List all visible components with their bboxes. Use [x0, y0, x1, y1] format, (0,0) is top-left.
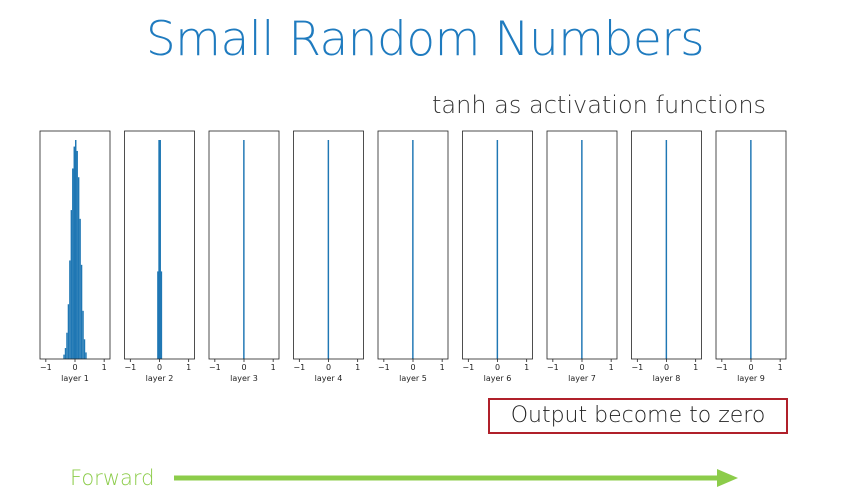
histogram-bar: [69, 260, 71, 359]
histogram-bar: [85, 352, 87, 359]
histogram-bar: [66, 332, 68, 359]
x-tick-label: −1: [631, 363, 643, 372]
x-axis-label: layer 7: [568, 374, 596, 383]
slide-title: Small Random Numbers: [145, 12, 705, 67]
histogram-2: −1 0 1 layer 2: [124, 130, 195, 383]
forward-label: Forward: [70, 466, 155, 490]
output-zero-callout: Output become to zero: [488, 398, 788, 434]
x-tick-label: 1: [440, 363, 445, 372]
x-tick-label: 1: [186, 363, 191, 372]
x-tick-label: 0: [579, 363, 584, 372]
x-tick-label: −1: [40, 363, 52, 372]
histogram-bar: [665, 140, 668, 359]
x-tick-label: 1: [609, 363, 614, 372]
x-tick-label: 0: [72, 363, 77, 372]
x-tick-label: 1: [271, 363, 276, 372]
histogram-bar: [160, 271, 163, 359]
histogram-grid: −1 0 1 layer 1 −1 0 1 layer 2 −1 0 1 layer 3 −1 0 1 lay…: [39, 130, 787, 383]
histogram-bar: [243, 140, 245, 359]
x-tick-label: 0: [495, 363, 500, 372]
histogram-bar: [72, 168, 74, 359]
x-tick-label: −1: [716, 363, 728, 372]
histogram-bar: [327, 140, 330, 359]
histogram-bar: [64, 348, 67, 359]
histogram-7: −1 0 1 layer 7: [546, 130, 618, 383]
x-tick-label: 1: [524, 363, 529, 372]
histogram-bar: [750, 140, 752, 359]
x-tick-label: 0: [157, 363, 162, 372]
x-tick-label: 0: [326, 363, 331, 372]
x-tick-label: 1: [102, 363, 107, 372]
x-tick-label: −1: [124, 363, 136, 372]
x-tick-label: −1: [462, 363, 474, 372]
histogram-bar: [581, 140, 583, 359]
histogram-bar: [79, 218, 81, 359]
histogram-bar: [70, 210, 73, 359]
x-axis-label: layer 5: [399, 374, 427, 383]
histogram-6: −1 0 1 layer 6: [462, 130, 533, 383]
x-tick-label: 0: [748, 363, 753, 372]
x-tick-label: 1: [355, 363, 360, 372]
x-tick-label: −1: [293, 363, 305, 372]
x-axis-label: layer 3: [230, 374, 258, 383]
x-axis-label: layer 6: [484, 374, 512, 383]
histogram-bar: [76, 150, 78, 359]
histogram-bar: [158, 140, 160, 359]
histogram-bar: [83, 339, 86, 359]
histogram-3: −1 0 1 layer 3: [208, 130, 280, 383]
histogram-9: −1 0 1 layer 9: [715, 130, 787, 383]
histogram-bar: [80, 264, 83, 359]
x-tick-label: 0: [241, 363, 246, 372]
x-tick-label: 1: [778, 363, 783, 372]
x-axis-label: layer 9: [737, 374, 765, 383]
x-tick-label: 0: [664, 363, 669, 372]
histogram-bar: [157, 271, 159, 359]
x-tick-label: −1: [378, 363, 390, 372]
histogram-bar: [159, 140, 161, 359]
histogram-bar: [67, 304, 70, 359]
histogram-bar: [77, 177, 80, 359]
histogram-bar: [75, 140, 77, 359]
histogram-bar: [63, 354, 65, 359]
x-tick-label: 0: [410, 363, 415, 372]
histogram-5: −1 0 1 layer 5: [377, 130, 449, 383]
histogram-bar: [412, 140, 414, 359]
x-tick-label: −1: [547, 363, 559, 372]
histogram-1: −1 0 1 layer 1: [39, 130, 111, 383]
x-axis-label: layer 4: [315, 374, 343, 383]
x-tick-label: 1: [693, 363, 698, 372]
x-axis-label: layer 8: [653, 374, 681, 383]
histogram-bar: [82, 310, 84, 359]
slide-subtitle: tanh as activation functions: [432, 91, 767, 119]
x-axis-label: layer 1: [61, 374, 89, 383]
x-axis-label: layer 2: [146, 374, 174, 383]
histogram-4: −1 0 1 layer 4: [293, 130, 364, 383]
x-tick-label: −1: [209, 363, 221, 372]
histogram-bar: [73, 146, 75, 359]
histogram-8: −1 0 1 layer 8: [631, 130, 702, 383]
histogram-bar: [496, 140, 499, 359]
forward-arrow-icon: [174, 469, 738, 487]
